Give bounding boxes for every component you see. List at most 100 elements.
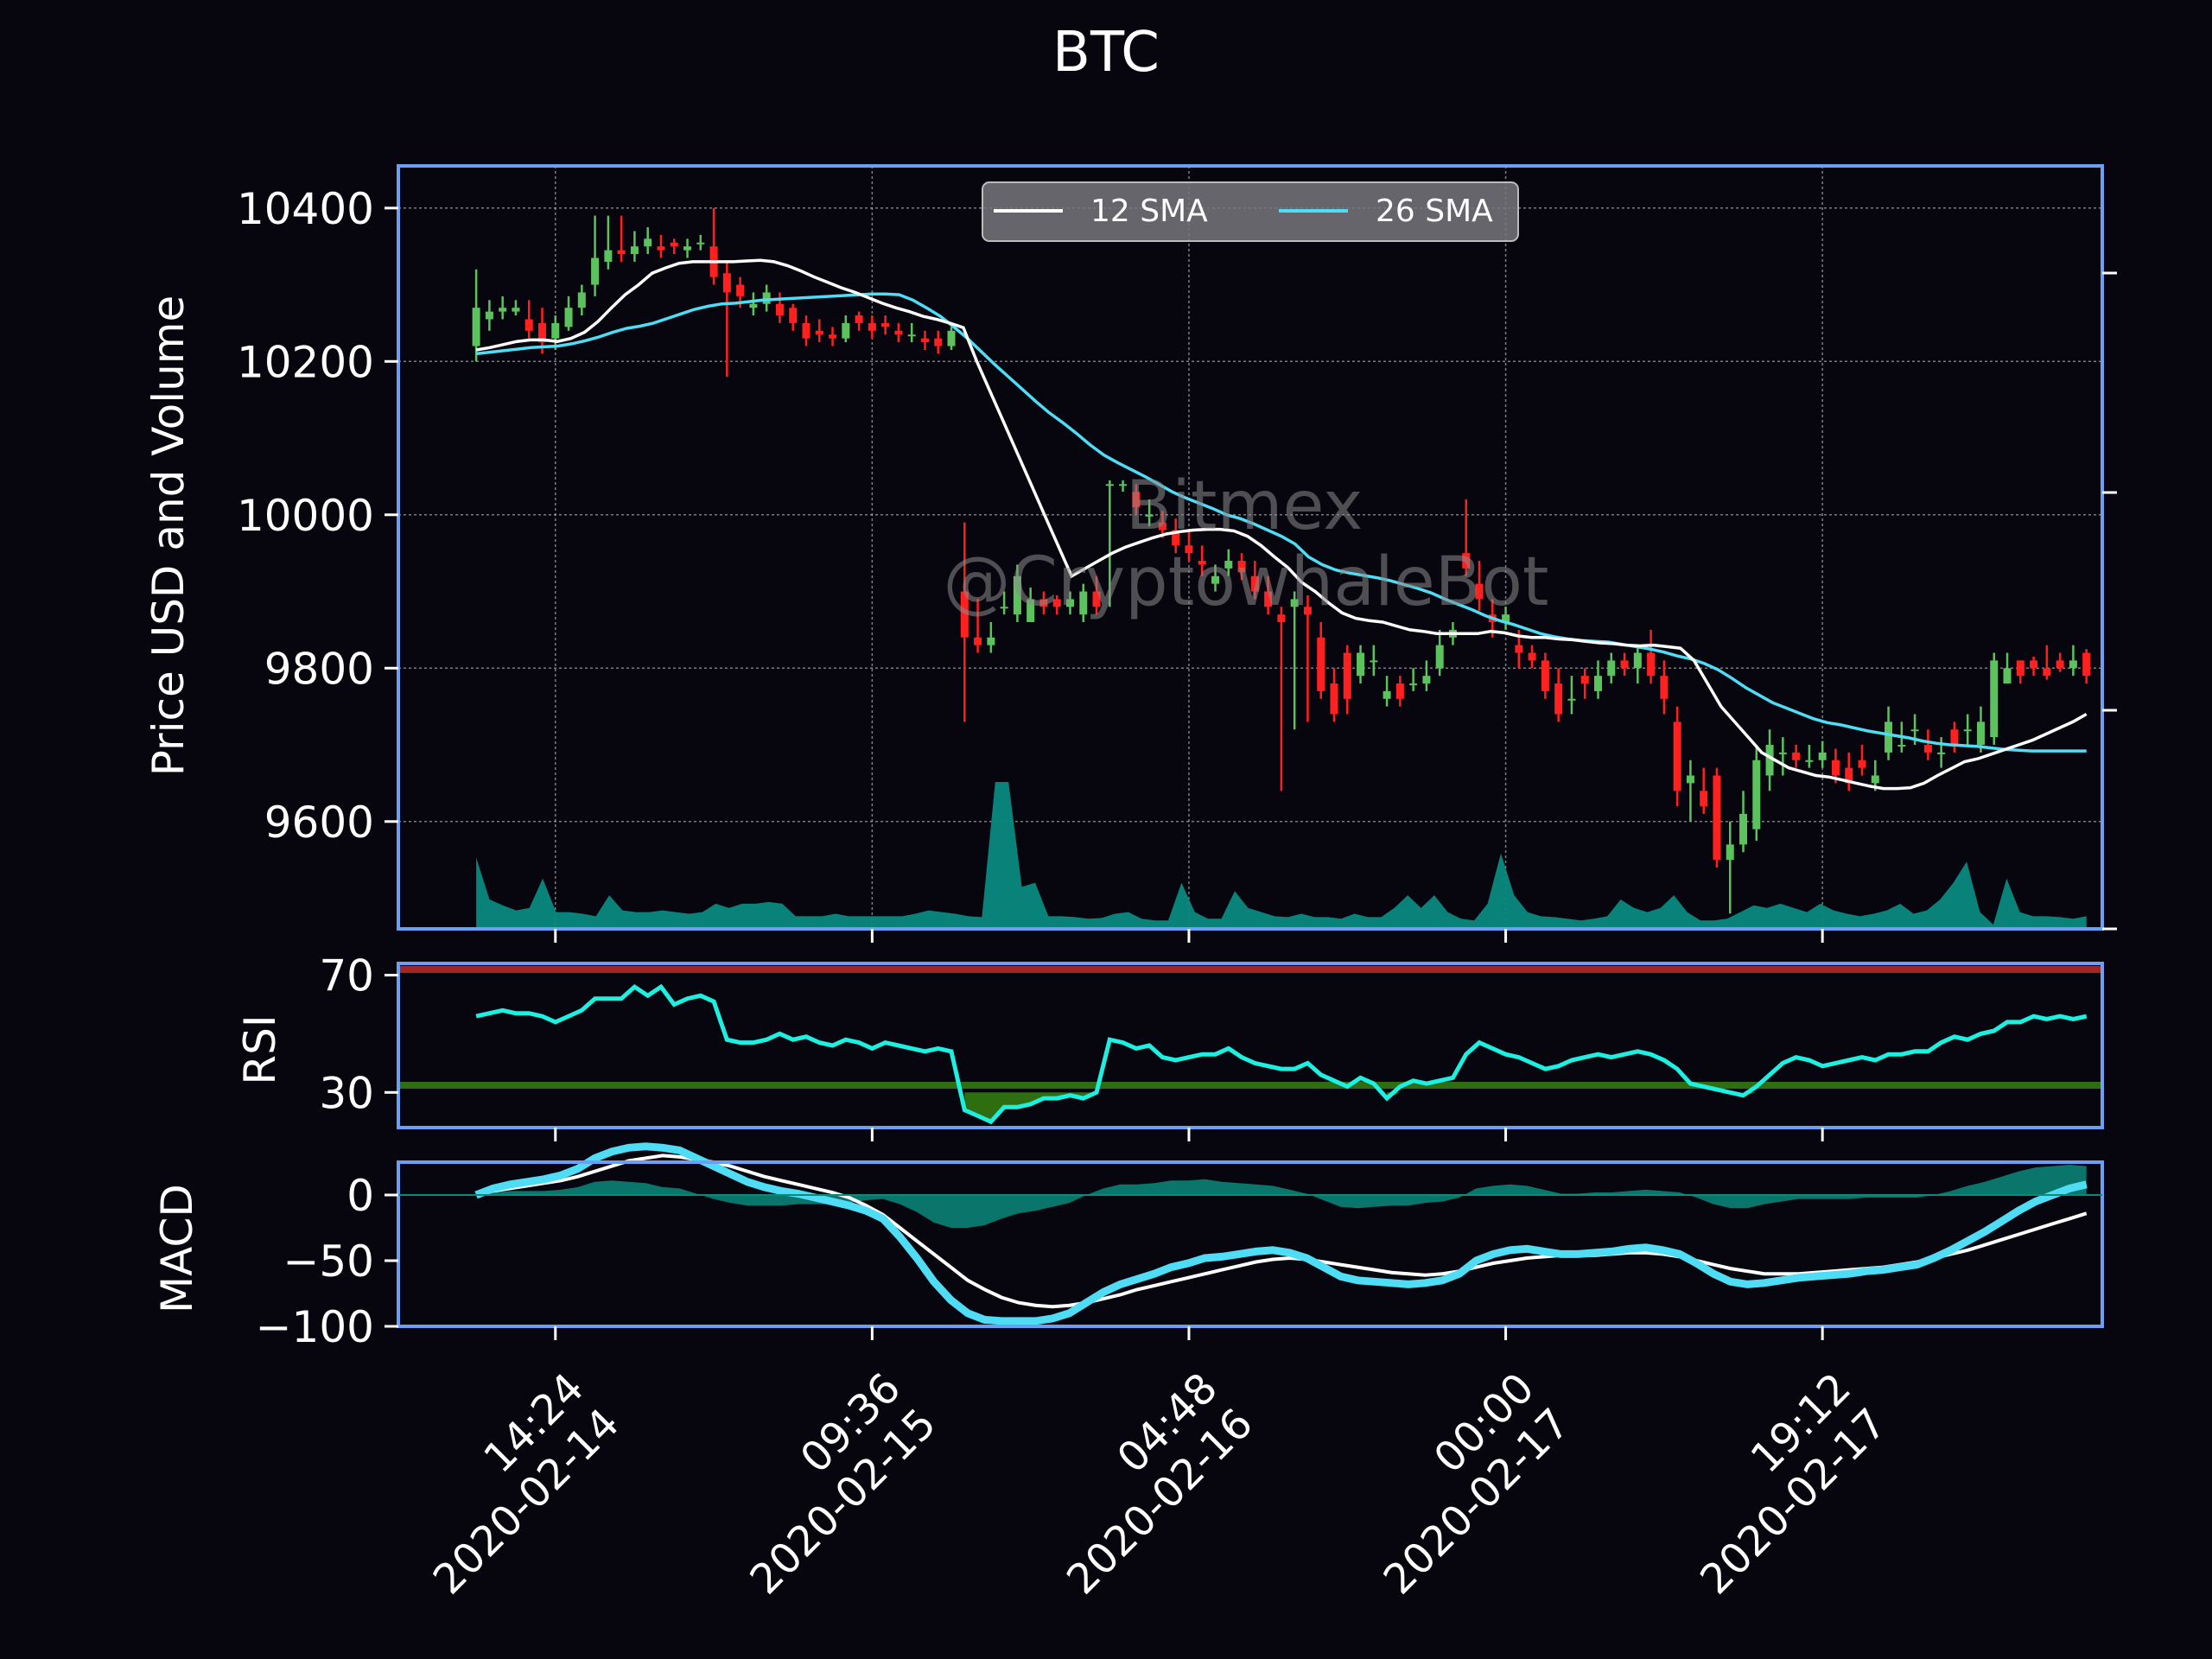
candle-body bbox=[1580, 676, 1589, 684]
candle-body bbox=[551, 322, 560, 339]
candle-body bbox=[1686, 775, 1694, 784]
candle-body bbox=[1739, 813, 1748, 845]
candle-body bbox=[1409, 683, 1418, 686]
candle-body bbox=[1845, 767, 1853, 784]
candle-body bbox=[1290, 599, 1299, 607]
candle-body bbox=[472, 308, 480, 346]
candle-body bbox=[947, 330, 956, 346]
watermark: Bitmex @CryptowhaleBot bbox=[943, 467, 1548, 621]
candle-body bbox=[762, 292, 771, 304]
candle-body bbox=[1079, 591, 1088, 615]
candle-body bbox=[1633, 652, 1642, 669]
candle-body bbox=[855, 315, 863, 323]
candle-body bbox=[1502, 614, 1510, 623]
candle-body bbox=[1792, 752, 1801, 760]
sma-lines bbox=[475, 258, 2088, 791]
candle-body bbox=[1647, 652, 1656, 677]
candle-body bbox=[1554, 683, 1563, 715]
macd-tick-label: −100 bbox=[256, 1302, 374, 1352]
candle-body bbox=[670, 242, 678, 247]
candle-body bbox=[1027, 599, 1035, 623]
candle-body bbox=[1317, 637, 1325, 691]
candle-body bbox=[1515, 645, 1523, 653]
candle-body bbox=[881, 322, 890, 327]
candle-body bbox=[775, 303, 784, 316]
legend: 12 SMA 26 SMA bbox=[982, 181, 1519, 242]
candle-body bbox=[1303, 607, 1312, 615]
chart-title: BTC bbox=[1052, 21, 1160, 85]
price-tick-label: 10200 bbox=[237, 337, 374, 387]
candle-body bbox=[1370, 660, 1378, 663]
candle-body bbox=[499, 308, 507, 312]
candle-body bbox=[683, 246, 692, 251]
candle-body bbox=[2003, 668, 2012, 684]
sma12-line bbox=[475, 258, 2088, 791]
price-panel-frame bbox=[397, 164, 2104, 931]
candle-body bbox=[1132, 492, 1141, 507]
candle-body bbox=[987, 637, 995, 645]
rsi-line bbox=[475, 983, 2088, 1125]
candle-body bbox=[537, 322, 546, 343]
candle-body bbox=[1620, 660, 1629, 669]
candle-body bbox=[1765, 745, 1774, 776]
candle-body bbox=[1713, 775, 1721, 861]
candle-body bbox=[577, 292, 586, 308]
candle-body bbox=[591, 257, 600, 285]
candle-body bbox=[1528, 652, 1536, 661]
candle-body bbox=[1541, 660, 1549, 691]
candle-body bbox=[1158, 522, 1166, 531]
candle-body bbox=[1065, 599, 1074, 607]
candle-body bbox=[644, 238, 652, 247]
watermark-line-2: @CryptowhaleBot bbox=[943, 543, 1548, 621]
candle-body bbox=[920, 338, 929, 343]
sma26-line bbox=[475, 292, 2087, 753]
candle-body bbox=[1950, 729, 1959, 746]
legend-label-sma26: 26 SMA bbox=[1376, 194, 1493, 229]
candle-body bbox=[524, 319, 533, 331]
candle-body bbox=[2030, 660, 2038, 669]
candle-body bbox=[1831, 760, 1840, 776]
rsi-oversold-fill bbox=[964, 1092, 1757, 1122]
candle-body bbox=[2082, 652, 2091, 677]
rsi-y-ticks: 30 70 bbox=[319, 951, 398, 1118]
candle-body bbox=[1039, 599, 1048, 607]
macd-line bbox=[474, 1142, 2088, 1325]
candle-body bbox=[1052, 599, 1061, 607]
candle-body bbox=[1264, 591, 1273, 607]
candle-body bbox=[1330, 683, 1338, 715]
candle-body bbox=[1897, 745, 1906, 747]
volume-area bbox=[476, 782, 2087, 929]
candle-body bbox=[1858, 760, 1866, 768]
candle-body bbox=[1092, 591, 1101, 607]
candle-body bbox=[789, 308, 798, 323]
price-y-label: Price USD and Volume bbox=[143, 296, 194, 777]
candle-body bbox=[1818, 752, 1827, 760]
candle-body bbox=[1963, 729, 1972, 732]
candle-body bbox=[2016, 660, 2024, 677]
candle-body bbox=[2043, 668, 2051, 677]
candle-body bbox=[894, 330, 903, 335]
candle-body bbox=[1462, 553, 1471, 569]
candle-body bbox=[1700, 791, 1708, 807]
candle-body bbox=[1211, 575, 1220, 584]
volume-fill bbox=[476, 782, 2087, 929]
candle-body bbox=[1382, 690, 1391, 699]
watermark-line-1: Bitmex bbox=[1126, 467, 1363, 545]
candle-body bbox=[1805, 760, 1814, 762]
macd-panel-frame bbox=[397, 1160, 2104, 1328]
candle-body bbox=[657, 246, 665, 251]
candle-body bbox=[960, 591, 969, 638]
candle-body bbox=[1395, 683, 1404, 699]
price-tick-label: 9800 bbox=[264, 644, 374, 694]
candle-body bbox=[722, 273, 731, 293]
candle-body bbox=[1013, 575, 1021, 615]
macd-y-ticks: 0 −50 −100 bbox=[256, 1171, 2102, 1352]
candle-body bbox=[907, 334, 916, 337]
candle-body bbox=[630, 246, 639, 255]
candle-body bbox=[749, 303, 758, 308]
candle-body bbox=[2056, 660, 2064, 669]
candle-body bbox=[604, 250, 613, 262]
rsi-y-label: RSI bbox=[235, 1014, 285, 1084]
